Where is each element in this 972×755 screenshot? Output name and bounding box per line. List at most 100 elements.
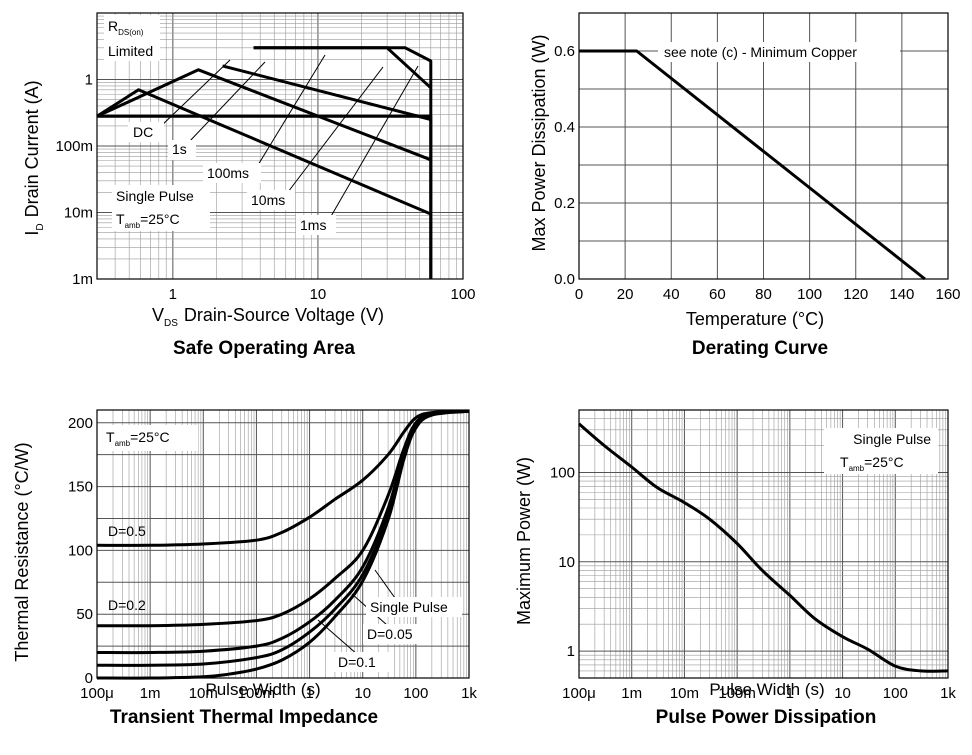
- leader-line: [317, 619, 359, 656]
- y-tick-label: 10m: [64, 205, 93, 222]
- soa-y-axis-label: IDDrain Current (A): [22, 80, 46, 235]
- leader-line: [254, 54, 326, 171]
- series-line: [96, 88, 432, 216]
- leader-line: [187, 61, 266, 144]
- series-line: [579, 49, 926, 281]
- x-tick-label: 1k: [940, 685, 956, 702]
- x-tick-label: 0: [575, 286, 583, 303]
- x-tick-label: 1m: [621, 685, 642, 702]
- y-tick-label: 0.2: [554, 195, 575, 212]
- transient-thermal-impedance-chart: 100μ 1m 10m 100m 1 10 100 1k 0 50 100 150 200 Tamb=2…: [12, 409, 477, 728]
- series-line: [96, 409, 470, 680]
- power-tamb-label: Tamb=25°C: [840, 454, 904, 473]
- x-tick-label: 60: [709, 286, 726, 303]
- x-tick-label: 20: [617, 286, 634, 303]
- d005-label-bg: [363, 624, 425, 644]
- soa-leader-lines: [159, 54, 419, 219]
- derating-plot-frame: [578, 12, 949, 280]
- power-tick-labels: 100μ 1m 10m 100m 1 10 100 1k 1 10 100: [550, 464, 956, 702]
- thermal-plot-frame: [96, 409, 470, 679]
- x-tick-label: 10m: [189, 685, 218, 702]
- soa-single-pulse-label: Single Pulse: [116, 188, 194, 204]
- leader-line: [159, 59, 231, 128]
- soa-curves: [96, 46, 433, 279]
- power-x-axis-label: Pulse Width (s): [709, 680, 824, 699]
- y-tick-label: 1: [85, 72, 93, 89]
- x-tick-label: 1m: [140, 685, 161, 702]
- derating-curves: [579, 49, 926, 281]
- derating-tick-labels: 0 20 40 60 80 100 120 140 160 0.0 0.2 0.4 0.6: [554, 43, 960, 303]
- rds-label-bg: [104, 15, 160, 61]
- single-pulse-label: Single Pulse: [370, 599, 448, 615]
- series-line: [96, 68, 432, 162]
- thermal-tamb-label: Tamb=25°C: [106, 429, 170, 448]
- y-tick-label: 100: [550, 464, 575, 481]
- x-tick-label: 10: [834, 685, 851, 702]
- y-tick-label: 0: [85, 670, 93, 687]
- derating-note-bg: [658, 42, 900, 62]
- pulse-power-dissipation-chart: 100μ 1m 10m 100m 1 10 100 1k 1 10 100 Single Pulse…: [514, 409, 956, 728]
- power-label-bg: [824, 428, 938, 474]
- leader-line: [287, 66, 384, 193]
- ms100-label: 100ms: [207, 165, 249, 181]
- y-tick-label: 0.6: [554, 43, 575, 60]
- d05-label: D=0.5: [108, 523, 146, 539]
- d005-label: D=0.05: [367, 626, 413, 642]
- leader-line: [374, 569, 396, 599]
- thermal-title: Transient Thermal Impedance: [110, 707, 378, 728]
- power-y-axis-label: Maximum Power (W): [514, 457, 534, 625]
- s1-label: 1s: [172, 141, 187, 157]
- ms1-label-bg: [296, 215, 336, 235]
- x-tick-label: 100: [883, 685, 908, 702]
- series-line: [222, 64, 432, 121]
- thermal-x-axis-label: Pulse Width (s): [205, 680, 320, 699]
- ms100-label-bg: [203, 163, 261, 183]
- x-tick-label: 80: [755, 286, 772, 303]
- d01-label-bg: [334, 652, 390, 672]
- soa-title: Safe Operating Area: [173, 338, 355, 359]
- power-plot-frame: [578, 409, 949, 679]
- x-tick-label: 10: [310, 286, 327, 303]
- y-tick-label: 100: [68, 542, 93, 559]
- thermal-tamb-bg: [104, 425, 198, 451]
- thermal-tick-labels: 100μ 1m 10m 100m 1 10 100 1k 0 50 100 150 200: [68, 415, 477, 702]
- power-single-pulse-label: Single Pulse: [853, 431, 931, 447]
- derating-curve-chart: 0 20 40 60 80 100 120 140 160 0.0 0.2 0.4 0.6 see no…: [529, 12, 961, 359]
- single-pulse-label-bg: [366, 597, 462, 617]
- x-tick-label: 40: [663, 286, 680, 303]
- derating-grid: [578, 12, 949, 279]
- ms10-label: 10ms: [251, 192, 285, 208]
- d02-label: D=0.2: [108, 597, 146, 613]
- s1-label-bg: [168, 140, 196, 160]
- series-line: [253, 46, 433, 279]
- x-tick-label: 100: [403, 685, 428, 702]
- power-curves: [578, 422, 949, 673]
- ms10-label-bg: [247, 190, 295, 210]
- y-tick-label: 150: [68, 479, 93, 496]
- soa-x-axis-label: VDS Drain-Source Voltage (V): [152, 305, 384, 329]
- derating-x-axis-label: Temperature (°C): [686, 309, 824, 329]
- x-tick-label: 100: [797, 286, 822, 303]
- x-tick-label: 100μ: [80, 685, 114, 702]
- x-tick-label: 10: [354, 685, 371, 702]
- dc-label-bg: [128, 122, 164, 142]
- y-tick-label: 10: [558, 554, 575, 571]
- derating-note: see note (c) - Minimum Copper: [664, 44, 857, 60]
- safe-operating-area-chart: 1 10 100 1m 10m 100m 1 RDS(on) Limited Single …: [22, 12, 476, 359]
- x-tick-label: 140: [889, 286, 914, 303]
- soa-pulse-label-bg: [112, 185, 210, 231]
- y-tick-label: 50: [76, 606, 93, 623]
- y-tick-label: 1: [567, 643, 575, 660]
- x-tick-label: 100μ: [562, 685, 596, 702]
- x-tick-label: 120: [843, 286, 868, 303]
- dc-label: DC: [133, 124, 153, 140]
- y-tick-label: 100m: [55, 138, 93, 155]
- y-tick-label: 0.0: [554, 271, 575, 288]
- y-tick-label: 200: [68, 415, 93, 432]
- series-line: [578, 422, 949, 673]
- rds-limited-text: Limited: [108, 43, 153, 59]
- x-tick-label: 1: [169, 286, 177, 303]
- y-tick-label: 1m: [72, 271, 93, 288]
- y-tick-label: 0.4: [554, 119, 575, 136]
